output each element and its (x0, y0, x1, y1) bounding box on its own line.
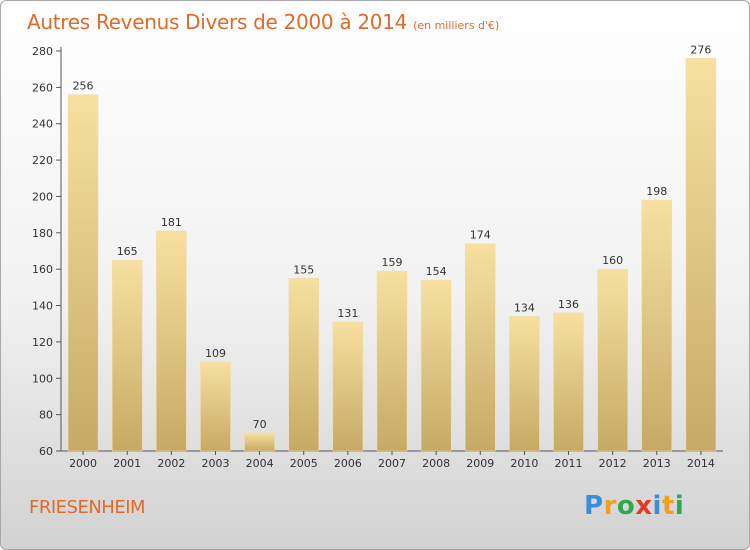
bar (200, 361, 231, 452)
x-tick-label: 2002 (157, 457, 185, 470)
bar (509, 316, 540, 452)
bar-value-label: 181 (161, 216, 182, 229)
x-tick-label: 2000 (69, 457, 97, 470)
unit-text: (en milliers d'€) (413, 19, 500, 32)
x-tick-label: 2007 (378, 457, 406, 470)
bar-value-label: 174 (470, 229, 491, 242)
title-text: Autres Revenus Divers de 2000 à 2014 (27, 10, 408, 34)
x-tick-label: 2012 (599, 457, 627, 470)
y-tick-label: 160 (32, 263, 53, 276)
bar (332, 321, 364, 452)
place-name: FRIESENHEIM (29, 497, 146, 518)
bar-value-label: 160 (602, 254, 623, 267)
y-tick-label: 260 (32, 81, 53, 94)
bar (156, 230, 187, 452)
bar-value-label: 198 (646, 185, 667, 198)
x-tick-label: 2008 (422, 457, 450, 470)
y-tick-label: 280 (32, 45, 53, 58)
bar (244, 432, 275, 452)
y-tick-label: 60 (39, 445, 53, 458)
bar-value-label: 109 (205, 347, 226, 360)
bar (376, 270, 408, 452)
x-tick-label: 2009 (466, 457, 494, 470)
x-tick-label: 2011 (555, 457, 583, 470)
logo-letter: o (616, 491, 636, 521)
bar-value-label: 159 (382, 256, 403, 269)
y-tick-label: 240 (32, 118, 53, 131)
bar (420, 279, 452, 452)
y-tick-label: 120 (32, 336, 53, 349)
y-tick-label: 220 (32, 154, 53, 167)
y-tick-label: 180 (32, 227, 53, 240)
bar (465, 243, 496, 452)
bar-value-label: 134 (514, 301, 535, 314)
chart-title: Autres Revenus Divers de 2000 à 2014 (en … (27, 10, 499, 34)
bar (288, 278, 319, 452)
bar-value-label: 256 (73, 80, 94, 93)
proxiti-logo: Proxiti (584, 491, 684, 521)
logo-letter: r (603, 491, 617, 521)
bar-value-label: 165 (117, 245, 138, 258)
bar-value-label: 136 (558, 298, 579, 311)
logo-letter: t (661, 491, 675, 521)
bar (67, 94, 99, 452)
y-tick-label: 200 (32, 190, 53, 203)
bar-value-label: 154 (426, 265, 447, 278)
x-tick-label: 2014 (687, 457, 715, 470)
bar-value-label: 131 (337, 307, 358, 320)
logo-letter: i (674, 491, 685, 521)
logo-letter: P (584, 491, 604, 521)
bar (641, 199, 673, 452)
x-tick-label: 2006 (334, 457, 362, 470)
bar (685, 58, 717, 452)
logo-letter: x (635, 491, 653, 521)
bar-value-label: 155 (293, 263, 314, 276)
y-tick-label: 100 (32, 372, 53, 385)
bar-value-label: 70 (253, 418, 267, 431)
x-tick-label: 2010 (510, 457, 538, 470)
y-tick-label: 80 (39, 409, 53, 422)
y-tick-label: 140 (32, 300, 53, 313)
bar (111, 259, 143, 452)
x-tick-label: 2013 (643, 457, 671, 470)
bar (553, 312, 584, 452)
bar-value-label: 276 (690, 43, 711, 56)
x-tick-label: 2003 (201, 457, 229, 470)
x-tick-label: 2001 (113, 457, 141, 470)
bar (597, 268, 628, 452)
x-tick-label: 2004 (246, 457, 274, 470)
logo-letter: i (652, 491, 662, 521)
x-tick-label: 2005 (290, 457, 318, 470)
